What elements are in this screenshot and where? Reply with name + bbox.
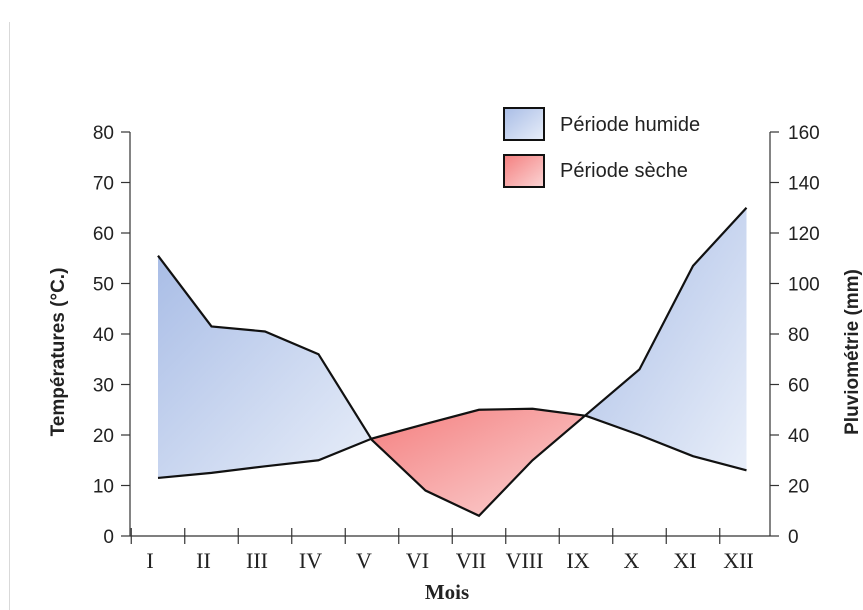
right-tick-label: 160 <box>788 123 820 144</box>
wet-period-area <box>585 207 747 471</box>
left-tick-label: 0 <box>103 527 114 548</box>
left-tick-label: 70 <box>93 174 114 195</box>
right-tick-label: 60 <box>788 376 809 397</box>
month-label: VI <box>406 548 429 573</box>
left-tick-label: 60 <box>93 224 114 245</box>
right-tick-label: 140 <box>788 174 820 195</box>
x-axis-title: Mois <box>425 580 469 604</box>
wet-period-area <box>158 255 372 478</box>
month-label: II <box>196 548 211 573</box>
rainfall-line <box>157 207 748 518</box>
month-label: I <box>146 548 153 573</box>
right-axis-title: Pluviométrie (mm) <box>842 269 863 435</box>
right-tick-label: 100 <box>788 275 820 296</box>
right-tick-label: 120 <box>788 224 820 245</box>
right-tick-label: 0 <box>788 527 799 548</box>
legend-swatch-wet <box>503 107 545 141</box>
left-tick-label: 80 <box>93 123 114 144</box>
left-tick-label: 20 <box>93 426 114 447</box>
month-label: IV <box>299 548 322 573</box>
dry-period-area <box>371 408 585 516</box>
month-label: III <box>246 548 268 573</box>
left-tick-label: 30 <box>93 376 114 397</box>
month-label: VII <box>456 548 487 573</box>
left-tick-label: 50 <box>93 275 114 296</box>
month-label: VIII <box>506 548 544 573</box>
left-axis-title: Températures (°C.) <box>48 268 69 437</box>
right-tick-label: 40 <box>788 426 809 447</box>
left-tick-label: 10 <box>93 477 114 498</box>
month-label: XI <box>673 548 696 573</box>
right-tick-label: 20 <box>788 477 809 498</box>
page-edge-rule <box>9 22 10 610</box>
month-label: V <box>356 548 372 573</box>
legend-label-dry: Période sèche <box>560 160 688 182</box>
legend-swatch-dry <box>503 154 545 188</box>
right-tick-label: 80 <box>788 325 809 346</box>
temperature-line <box>157 407 747 480</box>
legend-label-wet: Période humide <box>560 114 700 136</box>
month-label: XII <box>723 548 754 573</box>
month-label: X <box>624 548 640 573</box>
left-tick-label: 40 <box>93 325 114 346</box>
month-label: IX <box>566 548 589 573</box>
